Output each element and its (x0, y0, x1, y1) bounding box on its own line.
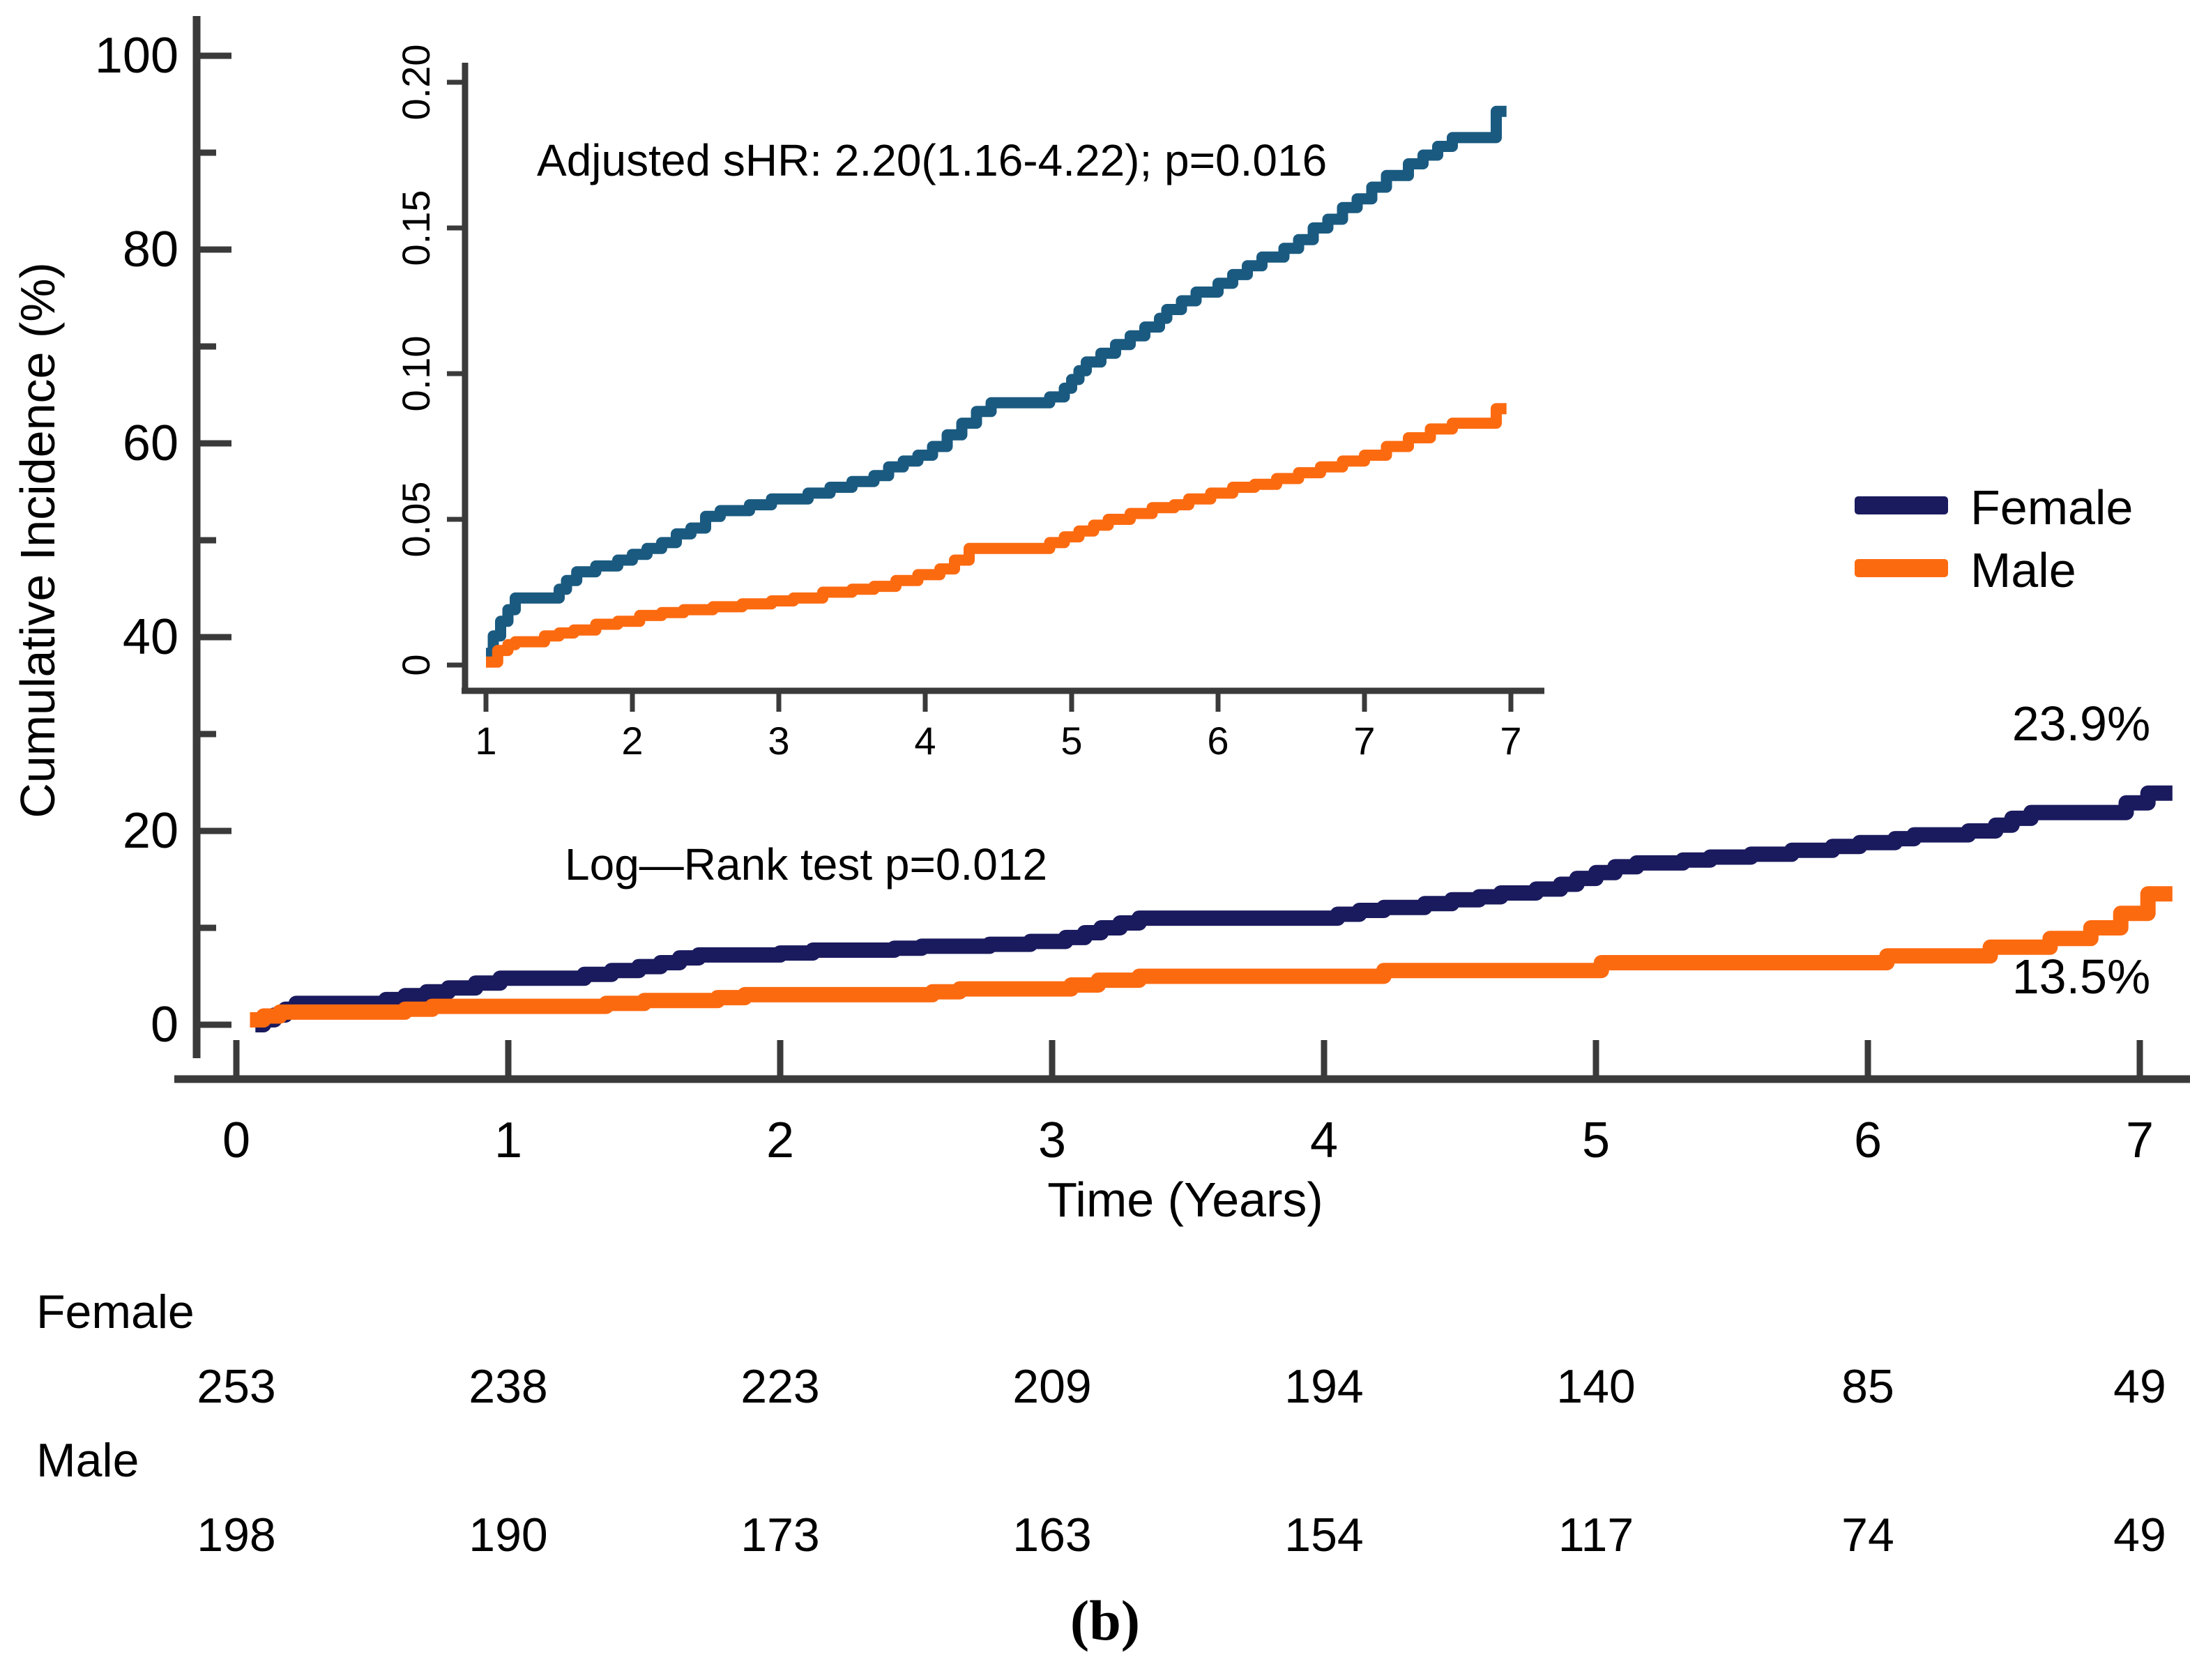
main-y-tick-label: 80 (123, 222, 178, 277)
risk-count: 194 (1284, 1360, 1363, 1413)
risk-count: 117 (1558, 1509, 1634, 1561)
main-axes (174, 16, 2190, 1083)
male-curve (250, 886, 2173, 1028)
figure-caption: (b) (1070, 1589, 1140, 1652)
risk-count: 238 (469, 1360, 547, 1413)
main-y-tick-label: 60 (123, 415, 178, 471)
legend-male-label: Male (1970, 543, 2076, 597)
risk-count: 173 (740, 1509, 819, 1561)
risk-count: 209 (1012, 1360, 1091, 1413)
inset-x-tick-label: 1 (475, 719, 496, 763)
inset-x-tick-label: 7 (1500, 719, 1521, 763)
inset-x-tick-label: 2 (621, 719, 643, 763)
risk-count: 85 (1841, 1360, 1894, 1413)
inset-y-tick-label: 0.15 (394, 190, 438, 266)
inset-axes (447, 63, 1544, 712)
inset-y-tick-label: 0.10 (394, 336, 438, 412)
risk-count: 154 (1284, 1509, 1363, 1561)
risk-row-female-counts: 253 238 223 209 194 140 85 49 (197, 1360, 2166, 1413)
main-x-tick-label: 5 (1582, 1113, 1610, 1168)
legend-male-swatch (1855, 559, 1948, 577)
y-axis-title: Cumulative Incidence (%) (10, 262, 65, 818)
main-x-tick-label: 6 (1854, 1113, 1882, 1168)
main-x-tick-label: 0 (222, 1113, 250, 1168)
risk-count: 74 (1841, 1509, 1894, 1561)
inset-x-tick-label: 7 (1353, 719, 1375, 763)
inset-annotation: Adjusted sHR: 2.20(1.16-4.22); p=0.016 (537, 135, 1327, 185)
inset-y-tick-label: 0 (394, 654, 438, 675)
inset-x-tick-label: 4 (914, 719, 936, 763)
risk-table: Female 253 238 223 209 194 140 85 49 Male 198 19… (36, 1285, 2166, 1561)
risk-count: 198 (197, 1509, 275, 1561)
main-x-tick-label: 4 (1310, 1113, 1338, 1168)
main-x-tick-label: 7 (2126, 1113, 2154, 1168)
inset-y-tick-label: 0.05 (394, 482, 438, 558)
inset-female-curve (486, 105, 1507, 659)
risk-count: 253 (197, 1360, 275, 1413)
risk-count: 223 (740, 1360, 819, 1413)
inset-tick-labels: 1 2 3 4 5 6 7 7 0 0.05 0.10 0.15 0.20 (394, 45, 1522, 763)
inset-x-tick-label: 6 (1207, 719, 1229, 763)
main-x-tick-label: 2 (766, 1113, 794, 1168)
main-y-tick-label: 100 (95, 28, 178, 84)
inset-y-tick-label: 0.20 (394, 45, 438, 121)
inset-x-tick-label: 3 (768, 719, 789, 763)
risk-row-label-male: Male (36, 1434, 139, 1487)
inset-x-tick-label: 5 (1060, 719, 1082, 763)
risk-count: 49 (2113, 1509, 2166, 1561)
main-x-tick-label: 1 (494, 1113, 522, 1168)
risk-row-male-counts: 198 190 173 163 154 117 74 49 (197, 1509, 2166, 1561)
risk-count: 163 (1012, 1509, 1091, 1561)
risk-count: 190 (469, 1509, 547, 1561)
main-y-tick-label: 40 (123, 609, 178, 665)
legend-female-swatch (1855, 496, 1948, 514)
main-y-tick-label: 20 (123, 803, 178, 859)
risk-count: 140 (1556, 1360, 1635, 1413)
logrank-annotation: Log—Rank test p=0.012 (565, 839, 1047, 889)
x-axis-title: Time (Years) (1047, 1173, 1323, 1227)
main-x-tick-label: 3 (1038, 1113, 1066, 1168)
risk-count: 49 (2113, 1360, 2166, 1413)
legend-female-label: Female (1970, 480, 2133, 535)
risk-row-label-female: Female (36, 1285, 195, 1338)
inset-male-curve (486, 403, 1507, 668)
main-y-tick-label: 0 (151, 997, 178, 1053)
male-end-label: 13.5% (2012, 949, 2150, 1004)
legend: Female Male (1855, 480, 2133, 597)
female-curve (255, 785, 2173, 1032)
female-end-label: 23.9% (2012, 696, 2150, 751)
